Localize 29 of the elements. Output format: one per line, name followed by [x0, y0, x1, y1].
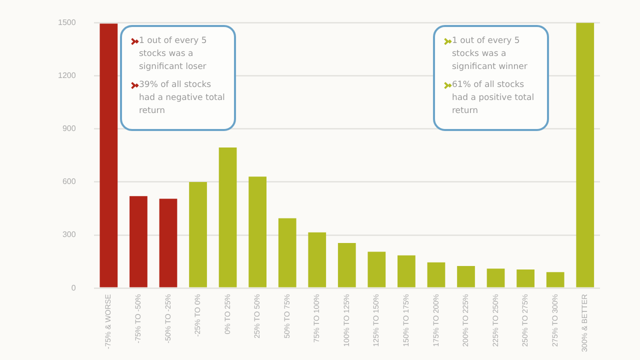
bar	[427, 262, 446, 288]
bar	[546, 272, 564, 288]
y-tick-label: 1200	[58, 71, 76, 80]
y-tick-label: 300	[62, 230, 76, 240]
callout-box: 1 out of every 5 stocks was a significant loser 39% of all stocks had a negative total return	[120, 25, 236, 131]
bar	[576, 22, 594, 288]
callout-box: 1 out of every 5 stocks was a significant winner 61% of all stocks had a positive total return	[433, 25, 549, 131]
bar	[368, 252, 386, 288]
bar	[486, 268, 505, 288]
y-tick-label: 600	[62, 177, 76, 186]
y-tick-label: 900	[62, 124, 76, 134]
annotation: 61% of all stocks had a positive total return	[452, 79, 536, 118]
bar	[159, 198, 178, 288]
bar	[100, 24, 118, 288]
annotation: 39% of all stocks had a negative total return	[139, 79, 226, 118]
bar	[218, 147, 237, 288]
bar	[398, 255, 416, 288]
bar	[278, 218, 296, 288]
bar	[308, 232, 326, 288]
bar	[516, 269, 534, 288]
y-tick-label: 0	[71, 283, 76, 292]
bar	[130, 196, 148, 288]
annotation: 1 out of every 5 stocks was a significant winner	[452, 35, 528, 74]
bar	[457, 266, 475, 288]
bar	[189, 182, 207, 288]
bar	[338, 242, 356, 288]
annotation: 1 out of every 5 stocks was a significant loser	[139, 35, 208, 74]
bar	[248, 176, 266, 288]
y-tick-label: 1500	[58, 18, 76, 28]
